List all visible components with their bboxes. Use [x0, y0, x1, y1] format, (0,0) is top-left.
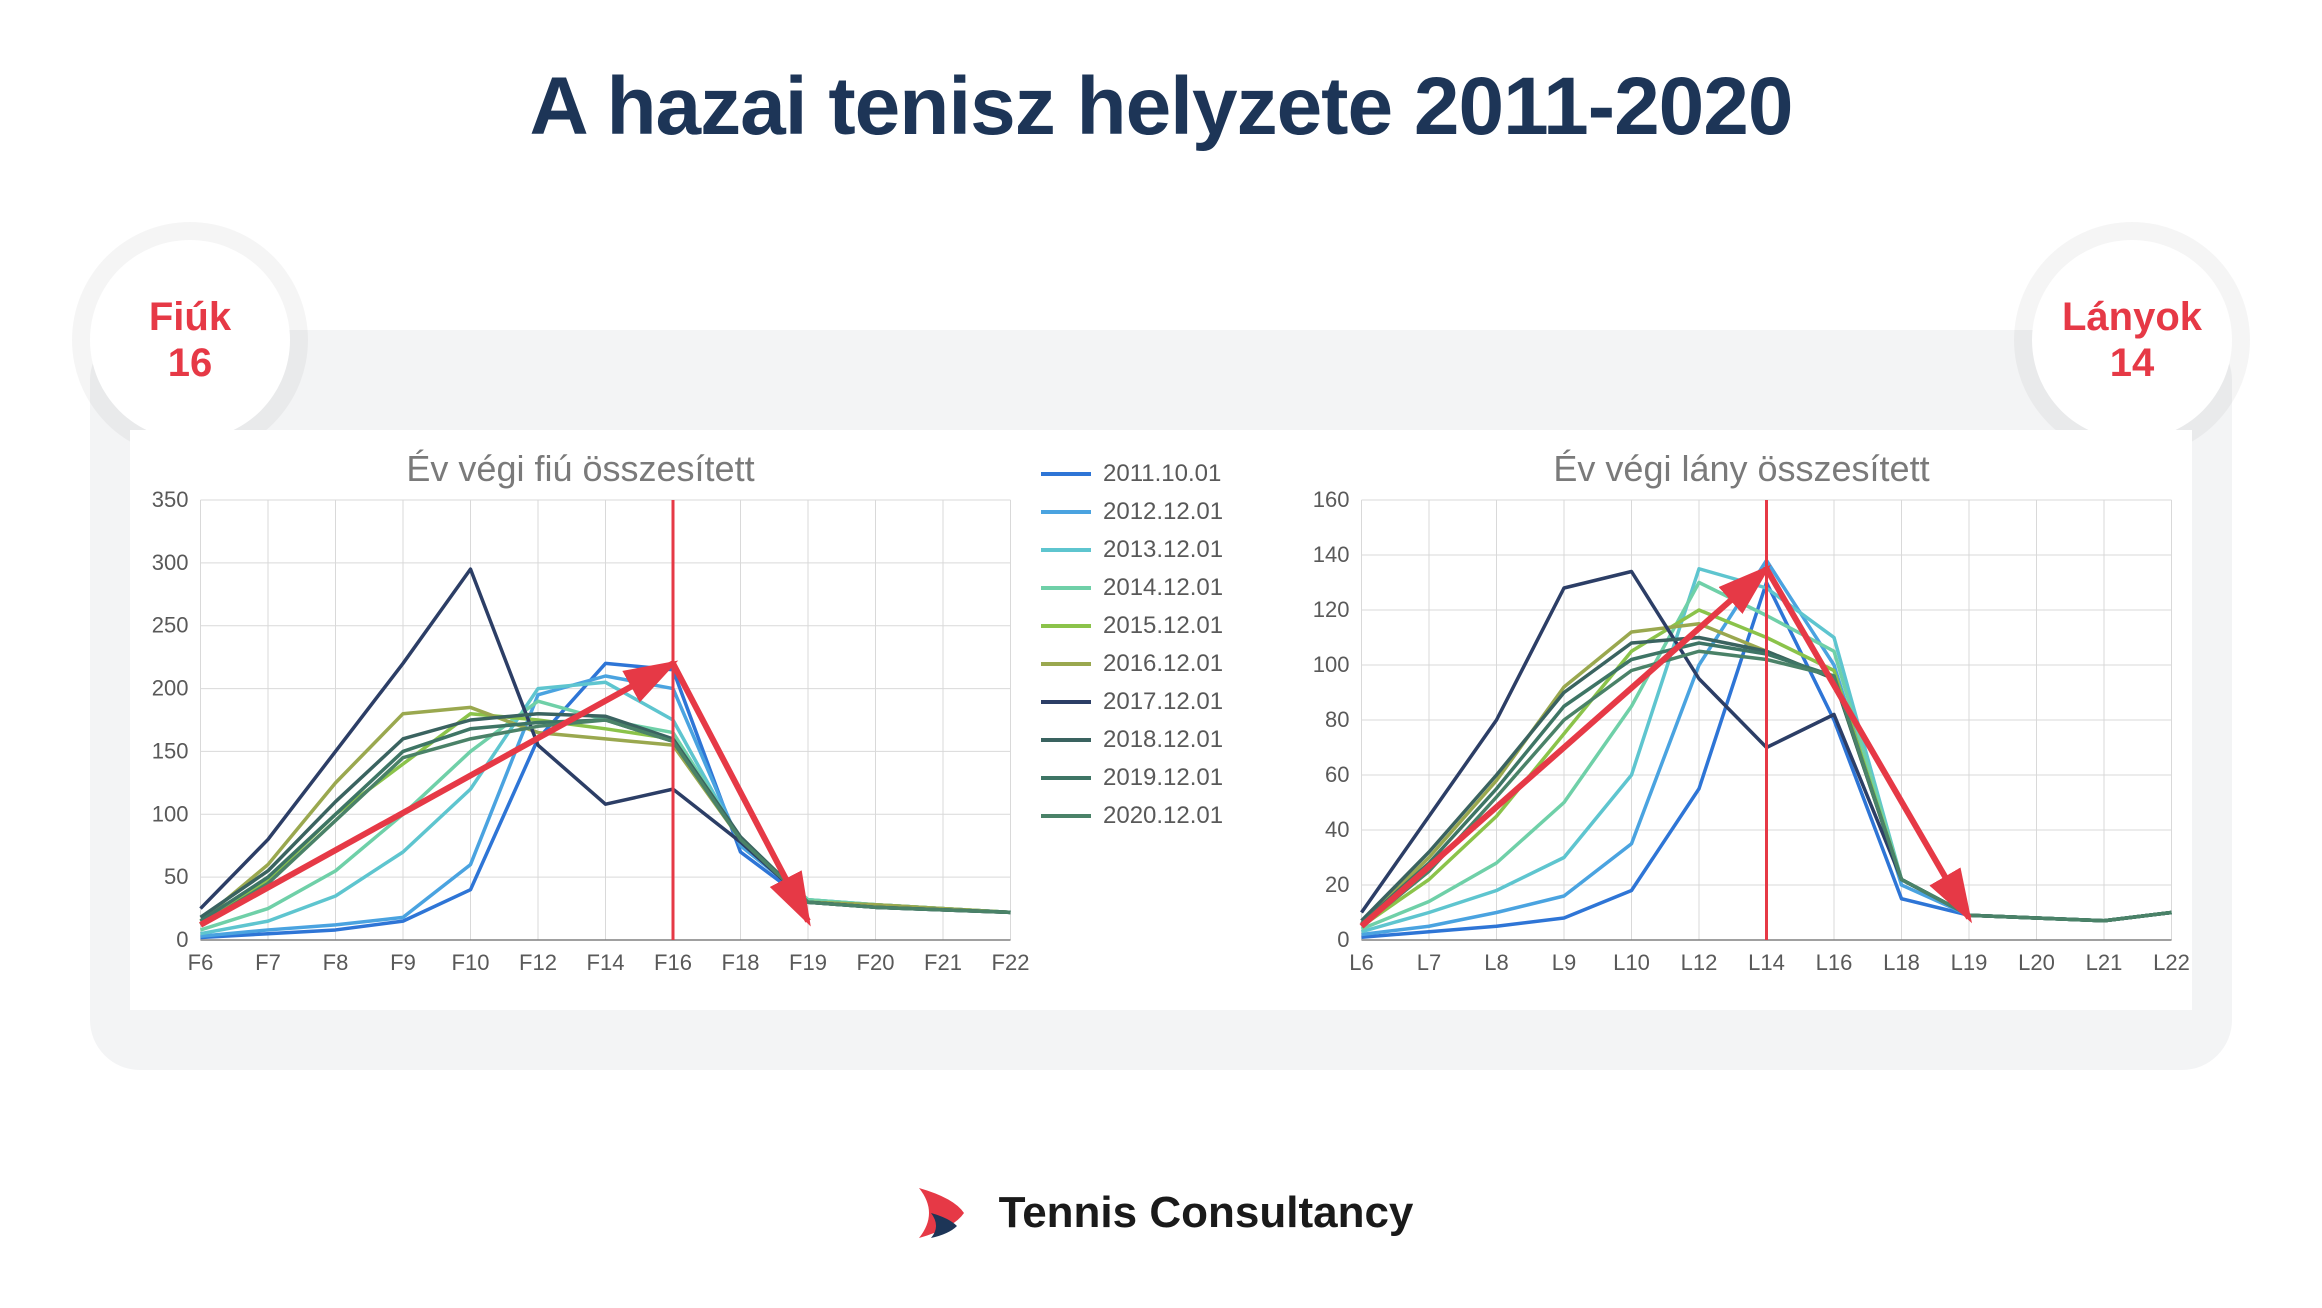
chart-right-svg: 0 20 40 60 80 100 120 140 160 L6 L7 L8 L9 L10 L12 L14 L1…	[1291, 490, 2192, 990]
svg-text:140: 140	[1313, 542, 1350, 567]
legend-label: 2015.12.01	[1103, 612, 1223, 640]
svg-text:L12: L12	[1681, 950, 1718, 975]
legend-item: 2017.12.01	[1041, 688, 1291, 716]
footer-text: Tennis Consultancy	[999, 1188, 1414, 1238]
svg-text:L9: L9	[1552, 950, 1576, 975]
legend-swatch	[1041, 624, 1091, 628]
svg-text:150: 150	[152, 738, 189, 763]
svg-text:200: 200	[152, 676, 189, 701]
svg-text:F14: F14	[587, 950, 625, 975]
svg-text:L14: L14	[1748, 950, 1785, 975]
svg-text:60: 60	[1325, 762, 1349, 787]
chart-right: Év végi lány összesített 0 20 40 60 80 100 120…	[1291, 430, 2192, 1010]
legend-swatch	[1041, 472, 1091, 476]
svg-text:F18: F18	[722, 950, 760, 975]
svg-text:300: 300	[152, 550, 189, 575]
svg-text:250: 250	[152, 613, 189, 638]
legend-item: 2018.12.01	[1041, 726, 1291, 754]
svg-text:L8: L8	[1484, 950, 1508, 975]
badge-boys: Fiúk 16	[90, 240, 290, 440]
legend-swatch	[1041, 586, 1091, 590]
badge-boys-value: 16	[168, 340, 213, 386]
legend-item: 2011.10.01	[1041, 460, 1291, 488]
svg-text:F20: F20	[857, 950, 895, 975]
svg-text:20: 20	[1325, 872, 1349, 897]
legend-label: 2016.12.01	[1103, 650, 1223, 678]
legend-swatch	[1041, 548, 1091, 552]
svg-text:L18: L18	[1883, 950, 1920, 975]
svg-text:80: 80	[1325, 707, 1349, 732]
legend-item: 2020.12.01	[1041, 802, 1291, 830]
svg-text:F19: F19	[789, 950, 827, 975]
legend-label: 2017.12.01	[1103, 688, 1223, 716]
badge-girls: Lányok 14	[2032, 240, 2232, 440]
legend-label: 2011.10.01	[1103, 460, 1221, 488]
legend: 2011.10.01 2012.12.01 2013.12.01 2014.12.01…	[1031, 430, 1291, 1010]
legend-swatch	[1041, 738, 1091, 742]
legend-item: 2015.12.01	[1041, 612, 1291, 640]
legend-item: 2013.12.01	[1041, 536, 1291, 564]
legend-label: 2012.12.01	[1103, 498, 1223, 526]
legend-item: 2016.12.01	[1041, 650, 1291, 678]
svg-text:L20: L20	[2018, 950, 2055, 975]
svg-text:100: 100	[1313, 652, 1350, 677]
legend-label: 2018.12.01	[1103, 726, 1223, 754]
legend-label: 2020.12.01	[1103, 802, 1223, 830]
badge-boys-label: Fiúk	[149, 294, 231, 340]
charts-container: Év végi fiú összesített 0501001502002503…	[130, 430, 2192, 1010]
svg-text:160: 160	[1313, 490, 1350, 512]
legend-item: 2012.12.01	[1041, 498, 1291, 526]
svg-text:F6: F6	[188, 950, 214, 975]
legend-label: 2019.12.01	[1103, 764, 1223, 792]
chart-right-title: Év végi lány összesített	[1291, 448, 2192, 490]
svg-text:F8: F8	[323, 950, 349, 975]
legend-label: 2014.12.01	[1103, 574, 1223, 602]
chart-left-title: Év végi fiú összesített	[130, 448, 1031, 490]
logo-icon	[909, 1178, 979, 1248]
svg-text:F16: F16	[654, 950, 692, 975]
chart-left: Év végi fiú összesített 0 50 100 150 200 250 3…	[130, 430, 1031, 1010]
svg-text:350: 350	[152, 490, 189, 512]
chart-left-svg: 0 50 100 150 200 250 300 350 F6 F7 F8 F9 F10 F12 F14 F1…	[130, 490, 1031, 990]
svg-text:50: 50	[164, 864, 188, 889]
svg-text:0: 0	[1337, 927, 1349, 952]
svg-text:40: 40	[1325, 817, 1349, 842]
legend-swatch	[1041, 776, 1091, 780]
legend-swatch	[1041, 510, 1091, 514]
svg-text:L19: L19	[1951, 950, 1988, 975]
svg-text:L16: L16	[1816, 950, 1853, 975]
svg-text:L6: L6	[1349, 950, 1373, 975]
legend-item: 2014.12.01	[1041, 574, 1291, 602]
svg-text:F22: F22	[992, 950, 1030, 975]
svg-text:100: 100	[152, 801, 189, 826]
svg-text:L22: L22	[2153, 950, 2190, 975]
svg-text:L7: L7	[1417, 950, 1441, 975]
svg-text:F10: F10	[452, 950, 490, 975]
svg-text:F21: F21	[924, 950, 962, 975]
svg-text:F9: F9	[390, 950, 416, 975]
legend-swatch	[1041, 662, 1091, 666]
badge-girls-label: Lányok	[2062, 294, 2202, 340]
legend-label: 2013.12.01	[1103, 536, 1223, 564]
svg-text:F12: F12	[519, 950, 557, 975]
svg-text:120: 120	[1313, 597, 1350, 622]
svg-text:F7: F7	[255, 950, 281, 975]
page-title: A hazai tenisz helyzete 2011-2020	[0, 0, 2322, 154]
footer: Tennis Consultancy	[0, 1178, 2322, 1248]
svg-text:L21: L21	[2086, 950, 2123, 975]
svg-text:L10: L10	[1613, 950, 1650, 975]
svg-text:0: 0	[176, 927, 188, 952]
legend-item: 2019.12.01	[1041, 764, 1291, 792]
badge-girls-value: 14	[2110, 340, 2155, 386]
legend-swatch	[1041, 814, 1091, 818]
legend-swatch	[1041, 700, 1091, 704]
